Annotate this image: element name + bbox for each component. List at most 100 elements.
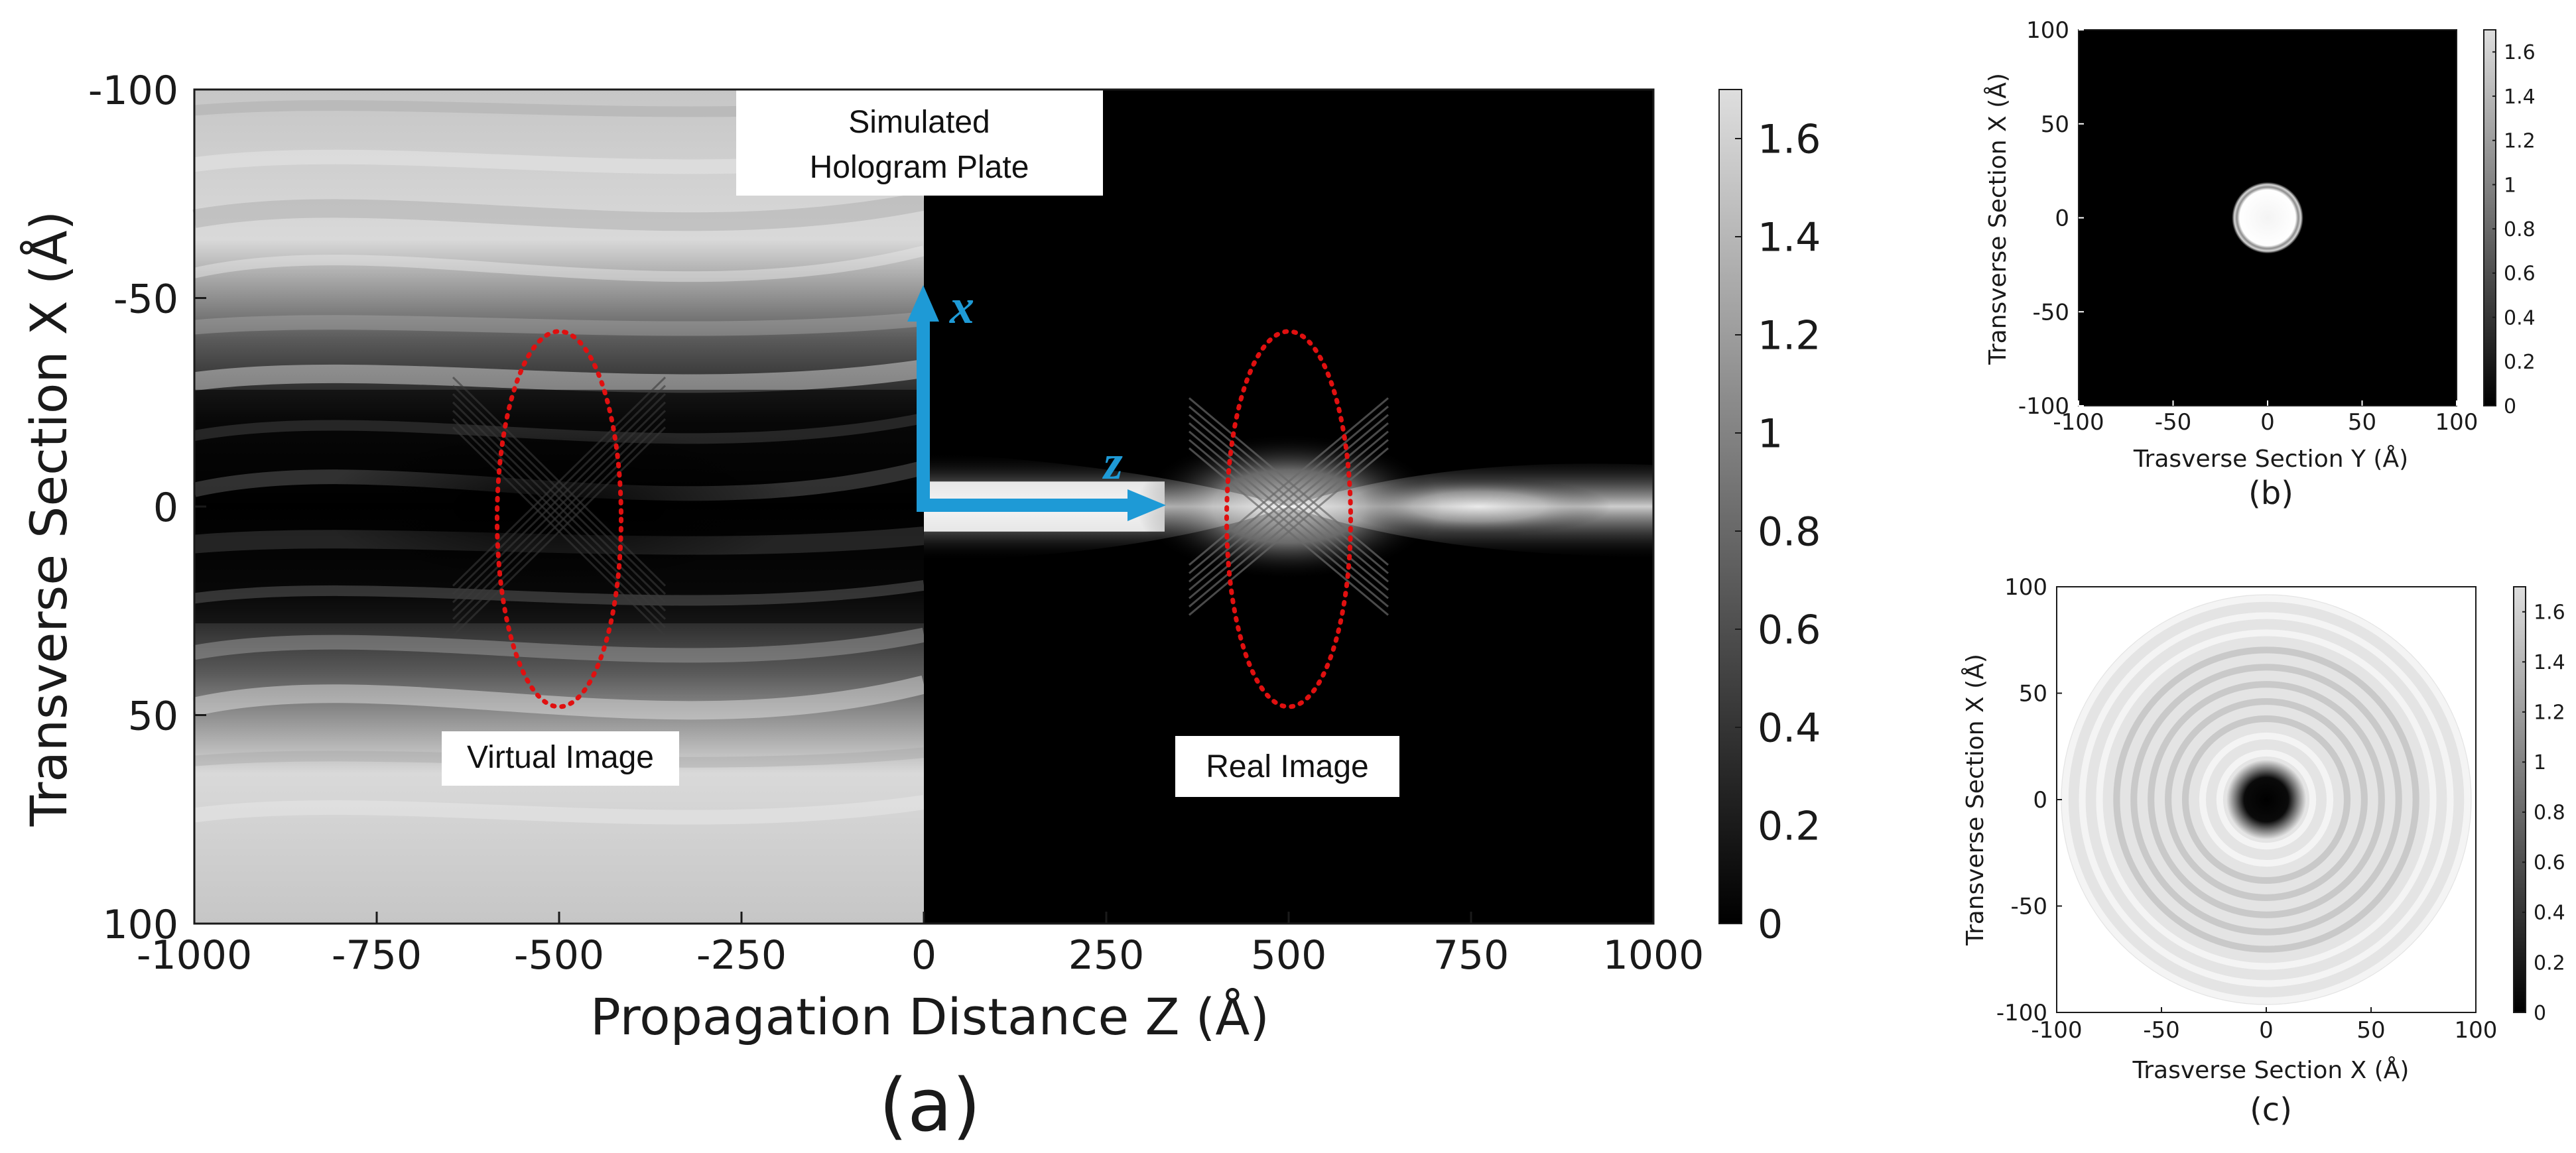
interference-streak xyxy=(193,627,926,663)
x-tick-label: 1000 xyxy=(1603,932,1705,979)
panel-b-colorbar: 0 0.2 0.4 0.6 0.8 1 1.2 1.4 1.6 xyxy=(2483,29,2536,418)
colorbar-tick-label: 0.8 xyxy=(2534,802,2565,825)
colorbar-tick-label: 1.4 xyxy=(1758,215,1821,261)
y-tick-label: -50 xyxy=(2032,299,2069,326)
y-tick-label: 0 xyxy=(2055,206,2069,232)
x-tick-label: 100 xyxy=(2435,409,2479,436)
real-image-ellipse xyxy=(1224,329,1353,709)
virtual-fringe xyxy=(452,393,667,603)
image-ellipses xyxy=(495,329,1353,709)
virtual-fringe xyxy=(452,426,667,637)
interference-streak xyxy=(192,675,927,720)
real-fringe xyxy=(1189,447,1389,616)
real-fringe xyxy=(1189,422,1389,591)
colorbar-tick-label: 0.4 xyxy=(2504,306,2536,330)
interference-streak xyxy=(193,795,925,825)
x-tick-label: -500 xyxy=(514,932,604,979)
x-tick-label: -100 xyxy=(2053,409,2104,436)
colorbar-tick-label: 0.6 xyxy=(2504,263,2536,286)
fresnel-ring xyxy=(2165,698,2368,901)
x-tick-label: 50 xyxy=(2348,409,2376,436)
panel-b-heatmap xyxy=(2079,30,2457,406)
panel-c-heatmap xyxy=(2057,587,2476,1012)
x-tick-label: -50 xyxy=(2143,1017,2180,1044)
fresnel-ring xyxy=(2079,612,2454,987)
real-image-label: Real Image xyxy=(1175,736,1399,797)
colorbar-tick-label: 0.6 xyxy=(1758,607,1821,654)
y-tick-label: 50 xyxy=(2041,111,2069,138)
colorbar-tick-label: 0.2 xyxy=(2504,351,2536,374)
y-tick-label: 0 xyxy=(153,485,178,531)
panel-c-axes: -100 -50 0 50 100 100 50 0 -50 -100 xyxy=(1996,574,2498,1044)
panel-a-ylabel: Transverse Section X (Å) xyxy=(19,211,78,827)
panel-a-xlabel: Propagation Distance Z (Å) xyxy=(590,987,1269,1046)
colorbar-tick-label: 1.4 xyxy=(2534,651,2565,674)
colorbar-tick-label: 0.2 xyxy=(2534,951,2565,975)
colorbar-tick-label: 1 xyxy=(2504,174,2516,197)
interference-streak xyxy=(194,312,925,336)
colorbar-tick-label: 0.6 xyxy=(2534,851,2565,875)
colorbar-tick-label: 0 xyxy=(2534,1002,2546,1025)
y-tick-label: 0 xyxy=(2033,787,2047,814)
fresnel-ring xyxy=(2096,629,2437,970)
colorbar-tick-label: 1.2 xyxy=(2504,130,2536,153)
panel-a: x z Simulated Hologram Plate Virtual Ima… xyxy=(19,68,1821,1148)
y-tick-label: 50 xyxy=(128,694,178,740)
colorbar-tick-label: 1.6 xyxy=(1758,117,1821,163)
y-tick-label: -100 xyxy=(88,68,178,114)
coordinate-arrows: x z xyxy=(907,280,1166,521)
x-tick-label: 250 xyxy=(1068,932,1145,979)
y-tick-label: -100 xyxy=(1996,1000,2047,1026)
x-tick-label: 100 xyxy=(2455,1017,2498,1044)
y-tick-label: -50 xyxy=(113,276,178,323)
x-tick-label: 0 xyxy=(2259,1017,2274,1044)
y-tick-label: 100 xyxy=(102,902,178,948)
colorbar-tick-label: 1 xyxy=(1758,411,1783,457)
colorbar-tick-label: 1 xyxy=(2534,751,2546,774)
virtual-image-text: Virtual Image xyxy=(467,740,654,775)
panel-a-colorbar: 0 0.2 0.4 0.6 0.8 1 1.2 1.4 1.6 xyxy=(1718,89,1821,948)
panel-c-ylabel: Transverse Section X (Å) xyxy=(1961,654,1989,946)
x-tick-label: 0 xyxy=(911,932,936,979)
colorbar-tick-label: 1.6 xyxy=(2504,41,2536,64)
x-tick-label: 500 xyxy=(1251,932,1327,979)
panel-a-axes: -1000 -750 -500 -250 0 250 500 750 1000-100-5005… xyxy=(88,68,1705,979)
panel-b-caption: (b) xyxy=(2248,475,2293,512)
real-fringe xyxy=(1189,430,1389,599)
colorbar-tick-label: 0.4 xyxy=(2534,902,2565,925)
colorbar-tick-label: 1.4 xyxy=(2504,86,2536,109)
hologram-plate-label: Simulated Hologram Plate xyxy=(736,88,1103,196)
real-tail xyxy=(1346,477,1611,536)
x-tick-label: -100 xyxy=(2031,1017,2082,1044)
interference-streak xyxy=(193,245,925,282)
virtual-fringe xyxy=(452,410,667,620)
x-tick-label: -1000 xyxy=(137,932,252,979)
panel-b-xlabel: Trasverse Section Y (Å) xyxy=(2133,444,2408,473)
colorbar-tick-label: 0.8 xyxy=(1758,509,1821,556)
real-fringe xyxy=(1189,439,1389,608)
real-image-text: Real Image xyxy=(1206,749,1368,784)
y-tick-label: -100 xyxy=(2018,393,2069,420)
x-tick-label: 0 xyxy=(2260,409,2275,436)
fresnel-ring xyxy=(2216,749,2317,850)
fresnel-ring xyxy=(2181,715,2351,884)
real-fringe xyxy=(1189,397,1389,566)
x-tick-label: 50 xyxy=(2356,1017,2385,1044)
panel-a-caption: (a) xyxy=(879,1063,980,1148)
real-fringe xyxy=(1189,414,1389,583)
panel-c-dark-disk xyxy=(2226,759,2307,840)
x-tick-label: -250 xyxy=(696,932,787,979)
colorbar-gradient xyxy=(2483,29,2496,406)
panel-c-caption: (c) xyxy=(2250,1091,2292,1128)
colorbar-tick-label: 0.8 xyxy=(2504,218,2536,241)
hologram-plate-line1: Simulated xyxy=(848,105,990,140)
y-tick-label: -50 xyxy=(2010,894,2047,920)
colorbar-tick-label: 0.2 xyxy=(1758,804,1821,850)
x-tick-label: -750 xyxy=(332,932,422,979)
interference-streak xyxy=(192,192,926,231)
colorbar-tick-label: 0 xyxy=(2504,395,2516,418)
x-tick-label: 750 xyxy=(1433,932,1510,979)
virtual-fringe xyxy=(452,385,667,595)
panel-b-disk xyxy=(2232,182,2303,254)
